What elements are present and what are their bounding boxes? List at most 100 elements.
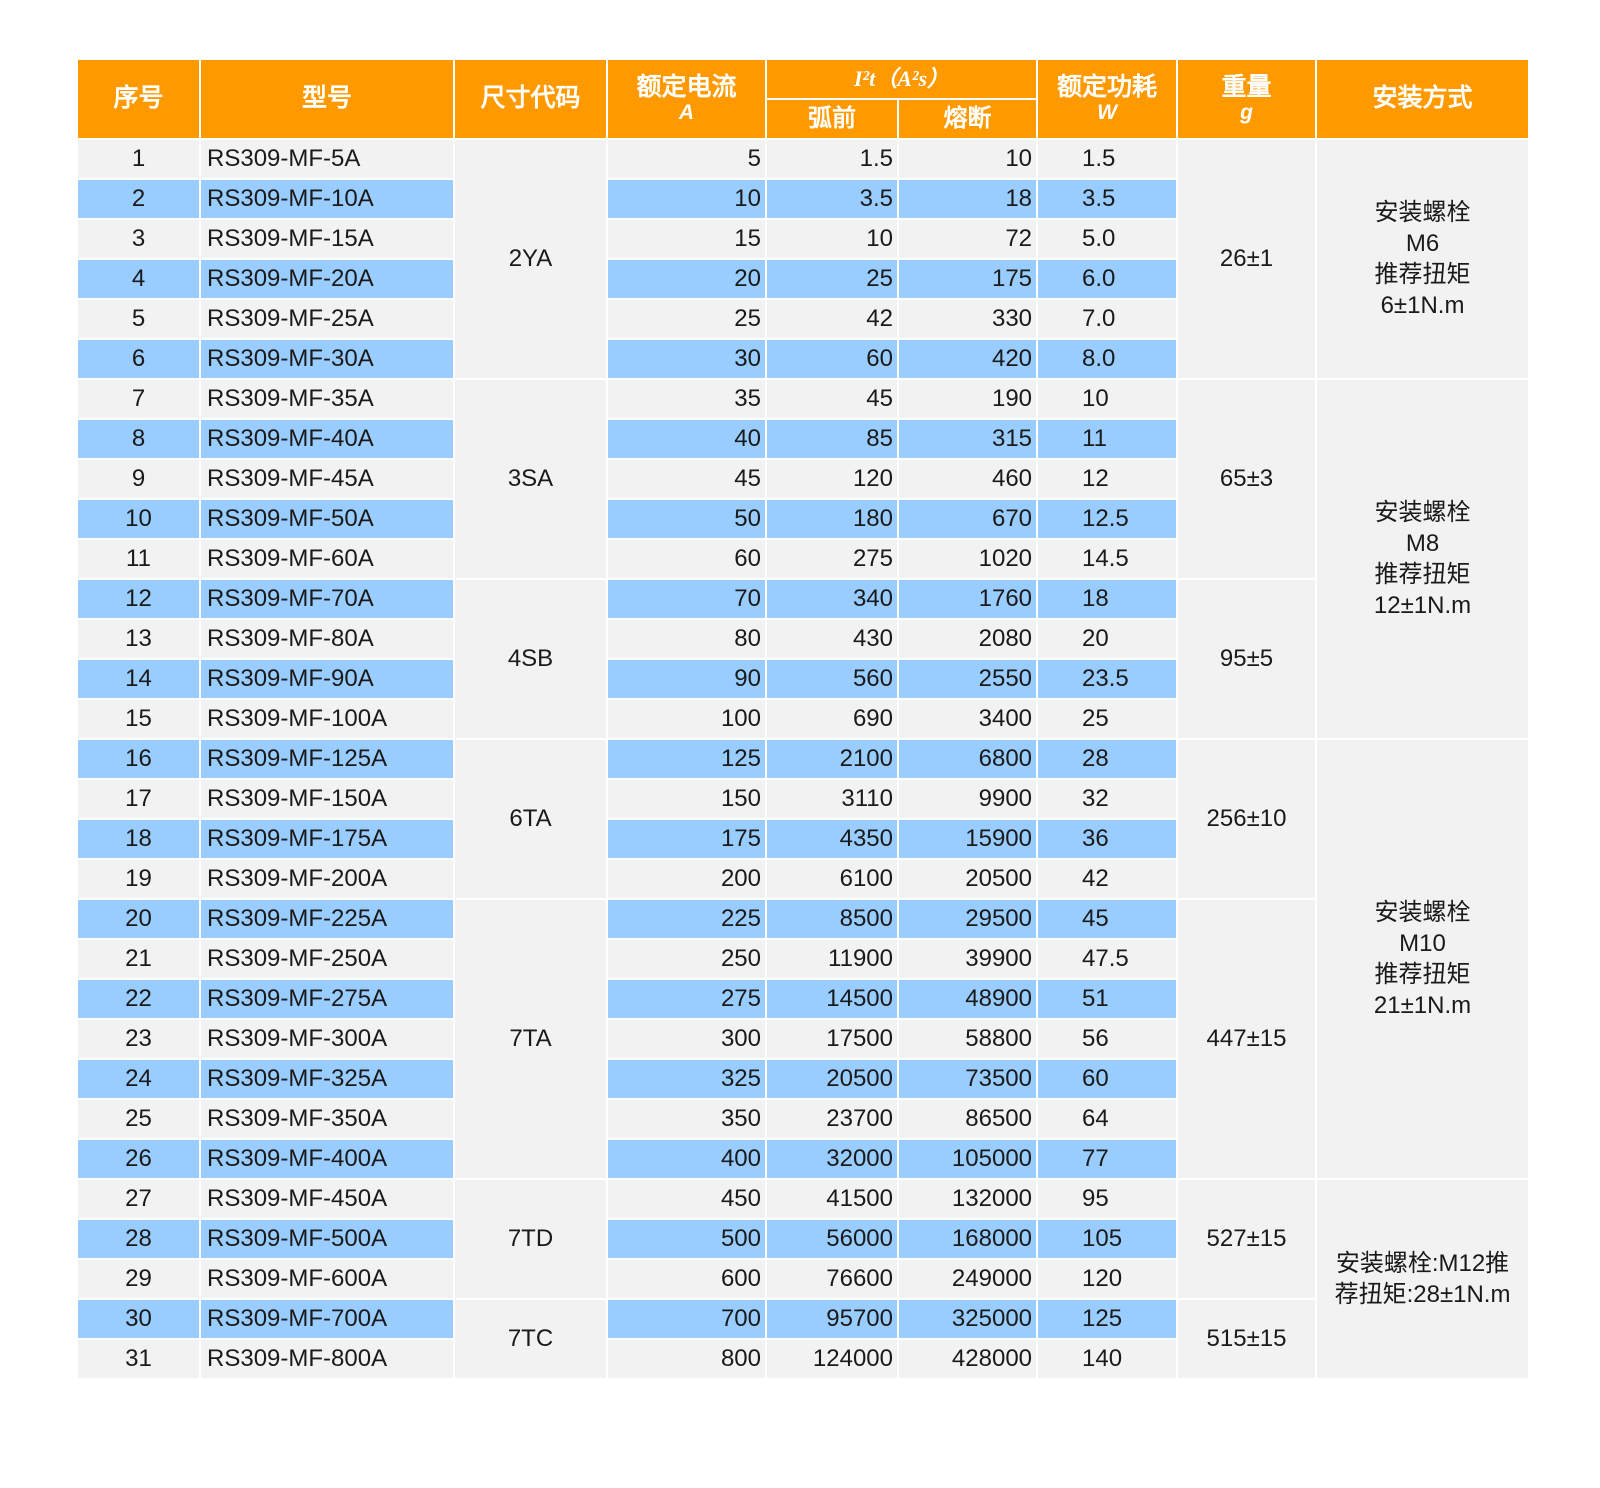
cell-model: RS309-MF-70A — [199, 578, 455, 620]
cell-current: 325 — [606, 1058, 767, 1100]
cell-current: 800 — [606, 1338, 767, 1380]
cell-current: 40 — [606, 418, 767, 460]
cell-power: 140 — [1036, 1338, 1179, 1380]
cell-clearing: 72 — [896, 218, 1039, 260]
cell-power: 11 — [1036, 418, 1179, 460]
cell-prearc: 3110 — [765, 778, 899, 820]
table-row: 24 RS309-MF-325A 325 20500 73500 60 — [76, 1058, 1529, 1100]
cell-no: 9 — [76, 458, 201, 500]
table-body: 1 RS309-MF-5A 2YA 5 1.5 10 1.5 26±1 安装螺栓 M6 推荐扭矩 6±… — [76, 138, 1531, 1380]
cell-current: 125 — [606, 738, 767, 780]
cell-current: 300 — [606, 1018, 767, 1060]
cell-power: 28 — [1036, 738, 1179, 780]
cell-size-code: 7TD — [453, 1178, 608, 1300]
cell-current: 275 — [606, 978, 767, 1020]
cell-current: 150 — [606, 778, 767, 820]
cell-model: RS309-MF-40A — [199, 418, 455, 460]
cell-power: 12 — [1036, 458, 1179, 500]
cell-size-code: 3SA — [453, 378, 608, 580]
header-current-unit: A — [678, 101, 695, 125]
table-row: 11 RS309-MF-60A 60 275 1020 14.5 — [76, 538, 1529, 580]
cell-clearing: 175 — [896, 258, 1039, 300]
cell-power: 105 — [1036, 1218, 1179, 1260]
cell-clearing: 428000 — [896, 1338, 1039, 1380]
cell-power: 8.0 — [1036, 338, 1179, 380]
cell-prearc: 690 — [765, 698, 899, 740]
cell-clearing: 29500 — [896, 898, 1039, 940]
table-row: 13 RS309-MF-80A 80 430 2080 20 — [76, 618, 1529, 660]
cell-mounting: 安装螺栓 M8 推荐扭矩 12±1N.m — [1315, 378, 1531, 740]
cell-model: RS309-MF-50A — [199, 498, 455, 540]
cell-current: 90 — [606, 658, 767, 700]
cell-current: 35 — [606, 378, 767, 420]
cell-model: RS309-MF-500A — [199, 1218, 455, 1260]
header-power-label: 额定功耗 — [1057, 72, 1158, 101]
cell-no: 7 — [76, 378, 201, 420]
cell-mounting: 安装螺栓 M10 推荐扭矩 21±1N.m — [1315, 738, 1531, 1180]
cell-current: 25 — [606, 298, 767, 340]
cell-model: RS309-MF-60A — [199, 538, 455, 580]
table-row: 8 RS309-MF-40A 40 85 315 11 — [76, 418, 1529, 460]
cell-model: RS309-MF-450A — [199, 1178, 455, 1220]
cell-no: 25 — [76, 1098, 201, 1140]
cell-model: RS309-MF-5A — [199, 138, 455, 180]
mounting-line: 安装螺栓 — [1374, 898, 1471, 926]
cell-model: RS309-MF-125A — [199, 738, 455, 780]
cell-current: 20 — [606, 258, 767, 300]
fuse-spec-table: 序号 型号 尺寸代码 额定电流 A I²t（A²s） 额定功耗 W 重量 g 安… — [76, 58, 1531, 1380]
cell-power: 125 — [1036, 1298, 1179, 1340]
cell-mounting: 安装螺栓:M12推 荐扭矩:28±1N.m — [1315, 1178, 1531, 1380]
cell-power: 36 — [1036, 818, 1179, 860]
cell-clearing: 58800 — [896, 1018, 1039, 1060]
cell-current: 70 — [606, 578, 767, 620]
cell-power: 47.5 — [1036, 938, 1179, 980]
header-weight: 重量 g — [1176, 58, 1318, 140]
cell-prearc: 10 — [765, 218, 899, 260]
cell-clearing: 2080 — [896, 618, 1039, 660]
cell-power: 6.0 — [1036, 258, 1179, 300]
cell-power: 10 — [1036, 378, 1179, 420]
header-size: 尺寸代码 — [453, 58, 608, 140]
cell-no: 29 — [76, 1258, 201, 1300]
mounting-line: 荐扭矩:28±1N.m — [1334, 1281, 1511, 1308]
header-current-label: 额定电流 — [636, 72, 737, 101]
cell-model: RS309-MF-30A — [199, 338, 455, 380]
cell-prearc: 85 — [765, 418, 899, 460]
cell-model: RS309-MF-45A — [199, 458, 455, 500]
table-row: 6 RS309-MF-30A 30 60 420 8.0 — [76, 338, 1529, 380]
mounting-line: 推荐扭矩 — [1374, 561, 1471, 588]
cell-no: 2 — [76, 178, 201, 220]
cell-current: 10 — [606, 178, 767, 220]
cell-model: RS309-MF-100A — [199, 698, 455, 740]
cell-no: 22 — [76, 978, 201, 1020]
cell-model: RS309-MF-400A — [199, 1138, 455, 1180]
cell-prearc: 1.5 — [765, 138, 899, 180]
cell-prearc: 20500 — [765, 1058, 899, 1100]
cell-no: 26 — [76, 1138, 201, 1180]
table-row: 9 RS309-MF-45A 45 120 460 12 — [76, 458, 1529, 500]
cell-size-code: 6TA — [453, 738, 608, 900]
mounting-line: 安装螺栓 — [1374, 198, 1471, 226]
header-prearc: 弧前 — [765, 98, 899, 140]
cell-no: 18 — [76, 818, 201, 860]
mounting-line: 推荐扭矩 — [1374, 961, 1471, 988]
cell-prearc: 17500 — [765, 1018, 899, 1060]
cell-power: 25 — [1036, 698, 1179, 740]
cell-no: 17 — [76, 778, 201, 820]
cell-prearc: 45 — [765, 378, 899, 420]
cell-prearc: 560 — [765, 658, 899, 700]
cell-power: 45 — [1036, 898, 1179, 940]
cell-no: 6 — [76, 338, 201, 380]
cell-clearing: 9900 — [896, 778, 1039, 820]
cell-current: 5 — [606, 138, 767, 180]
cell-size-code: 7TC — [453, 1298, 608, 1380]
cell-power: 64 — [1036, 1098, 1179, 1140]
cell-power: 14.5 — [1036, 538, 1179, 580]
cell-no: 27 — [76, 1178, 201, 1220]
cell-power: 1.5 — [1036, 138, 1179, 180]
cell-power: 95 — [1036, 1178, 1179, 1220]
cell-size-code: 7TA — [453, 898, 608, 1180]
cell-current: 60 — [606, 538, 767, 580]
cell-model: RS309-MF-225A — [199, 898, 455, 940]
cell-clearing: 48900 — [896, 978, 1039, 1020]
